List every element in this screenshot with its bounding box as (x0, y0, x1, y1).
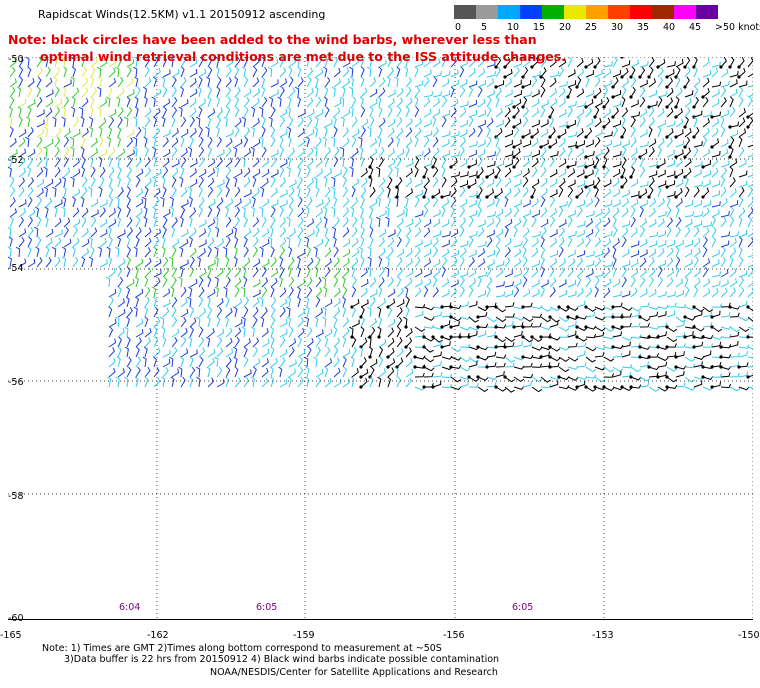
map-title: Rapidscat Winds(12.5KM) v1.1 20150912 as… (38, 8, 326, 21)
scale-label: >50 knots (715, 22, 760, 33)
scale-swatch (608, 5, 630, 19)
scale-label: 5 (481, 22, 488, 33)
scale-swatch (520, 5, 542, 19)
lon-label: -153 (592, 630, 614, 641)
lat-label: -58 (8, 491, 24, 502)
scale-swatch (454, 5, 476, 19)
footer-credit: NOAA/NESDIS/Center for Satellite Applica… (210, 667, 498, 678)
scale-label: 35 (637, 22, 650, 33)
scale-label: 30 (611, 22, 624, 33)
scale-swatch (630, 5, 652, 19)
footer-note-1: Note: 1) Times are GMT 2)Times along bot… (42, 643, 442, 654)
note-line-2: optimal wind retrieval conditions are me… (40, 49, 566, 64)
scale-label: 25 (585, 22, 598, 33)
lat-label: -56 (8, 377, 24, 388)
lon-label: -150 (738, 630, 760, 641)
scale-label: 40 (663, 22, 676, 33)
lon-label: -159 (293, 630, 315, 641)
footer-note-2: 3)Data buffer is 22 hrs from 20150912 4)… (64, 654, 500, 665)
time-label: 6:04 (119, 602, 141, 613)
scale-swatch (476, 5, 498, 19)
time-label: 6:05 (256, 602, 278, 613)
lat-label: -54 (8, 263, 24, 274)
note-line-1: Note: black circles have been added to t… (8, 32, 537, 47)
wind-barb-plot (8, 57, 753, 620)
scale-swatch (498, 5, 520, 19)
scale-swatch (674, 5, 696, 19)
lat-label: -60 (8, 613, 24, 624)
scale-swatch (564, 5, 586, 19)
grid-lines (8, 57, 753, 620)
lat-label: -52 (8, 155, 24, 166)
scale-label: 20 (559, 22, 572, 33)
lat-label: -50 (8, 54, 24, 65)
wind-barbs (8, 57, 753, 393)
scale-swatch (586, 5, 608, 19)
scale-swatch (696, 5, 718, 19)
scale-swatch (542, 5, 564, 19)
lon-label: -165 (0, 630, 22, 641)
lon-label: -156 (443, 630, 465, 641)
lon-label: -162 (147, 630, 169, 641)
scale-label: 45 (689, 22, 702, 33)
scale-label: 0 (455, 22, 462, 33)
time-label: 6:05 (512, 602, 534, 613)
scale-swatch (652, 5, 674, 19)
scale-label: 15 (533, 22, 546, 33)
scale-label: 10 (507, 22, 520, 33)
